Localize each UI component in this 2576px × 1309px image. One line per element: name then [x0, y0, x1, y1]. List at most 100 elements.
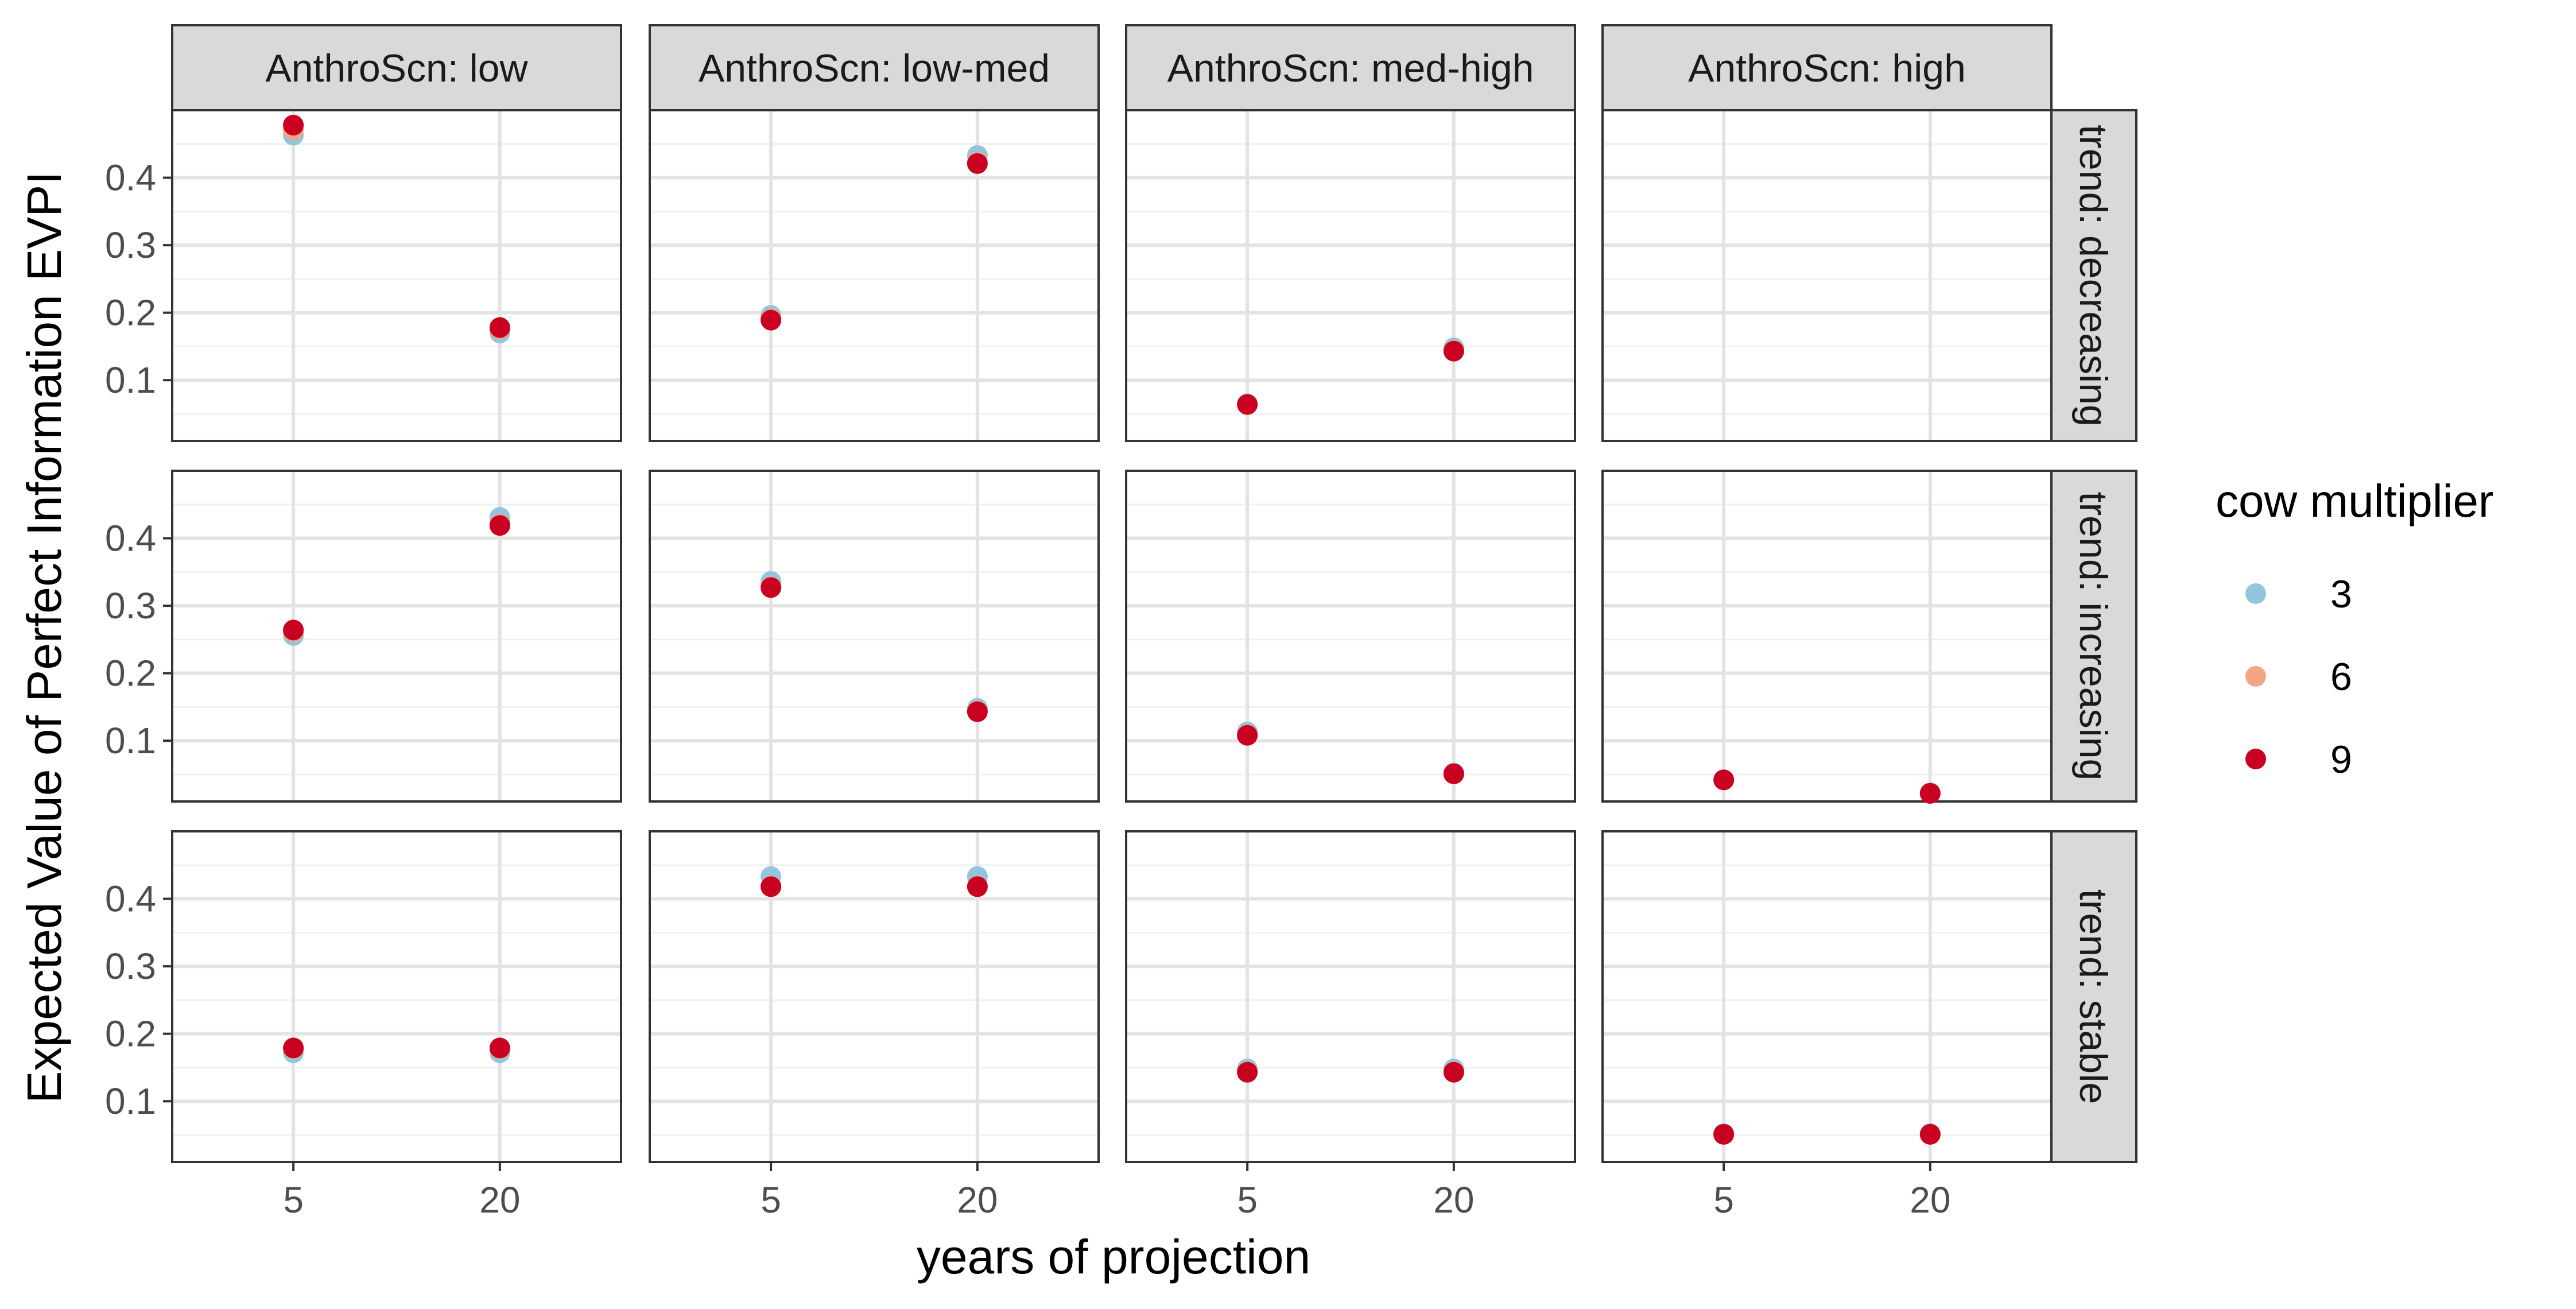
data-point — [1713, 769, 1735, 791]
data-point — [1713, 1124, 1735, 1145]
legend: cow multiplier 3 6 9 — [2216, 475, 2494, 781]
row-strip — [2050, 830, 2137, 1163]
data-point — [761, 577, 782, 598]
data-point — [967, 153, 988, 174]
panel-1-1 — [649, 470, 1100, 803]
data-point — [1919, 1124, 1941, 1145]
column-strip — [171, 24, 622, 111]
y-tick-label: 0.4 — [105, 518, 156, 559]
y-tick-label: 0.1 — [105, 720, 156, 761]
data-point — [1443, 763, 1464, 784]
panel-border — [1125, 830, 1576, 1163]
data-point — [967, 701, 988, 722]
panel-0-3 — [1601, 109, 2053, 442]
legend-title: cow multiplier — [2216, 475, 2494, 526]
data-point — [1237, 394, 1258, 415]
data-point — [283, 114, 304, 135]
panel-background — [650, 471, 1099, 801]
row-strip-label: trend: decreasing — [2071, 125, 2115, 426]
x-tick-label: 5 — [761, 1179, 781, 1221]
data-point — [761, 876, 782, 897]
panel-background — [172, 831, 621, 1162]
panel-border — [649, 830, 1100, 1163]
row-strip — [2050, 470, 2137, 803]
panel-2-0 — [171, 830, 622, 1163]
row-strip — [2050, 109, 2137, 442]
data-point — [1237, 1062, 1258, 1083]
column-strip — [1125, 24, 1576, 111]
panel-0-0 — [171, 109, 622, 442]
y-tick-label: 0.2 — [105, 1013, 156, 1055]
x-tick-label: 20 — [479, 1179, 520, 1221]
row-strip-label: trend: stable — [2071, 889, 2115, 1104]
panel-background — [1126, 110, 1575, 441]
legend-label: 9 — [2330, 738, 2352, 781]
legend-label: 6 — [2330, 655, 2352, 699]
legend-key — [2245, 583, 2266, 604]
row-strip-label: trend: increasing — [2071, 492, 2115, 781]
panel-2-1 — [649, 830, 1100, 1163]
column-strip — [649, 24, 1100, 111]
legend-key — [2245, 666, 2266, 687]
x-axes: 5 20 5 20 5 20 5 20 — [283, 1162, 1950, 1221]
column-strip-label: AnthroScn: low-med — [699, 47, 1050, 90]
panel-background — [1126, 831, 1575, 1162]
data-point — [283, 1037, 304, 1059]
panel-0-2 — [1125, 109, 1576, 442]
data-point — [489, 1037, 510, 1059]
panel-1-2 — [1125, 470, 1576, 803]
panel-background — [1603, 471, 2051, 801]
x-tick-label: 20 — [1433, 1179, 1474, 1221]
y-tick-label: 0.2 — [105, 292, 156, 334]
legend-label: 3 — [2330, 572, 2352, 616]
y-tick-label: 0.3 — [105, 585, 156, 626]
panel-1-0 — [171, 470, 622, 803]
panel-border — [1125, 470, 1576, 803]
row-strips: trend: decreasing trend: increasing trend:… — [2050, 109, 2137, 1163]
data-point — [967, 876, 988, 897]
y-tick-label: 0.4 — [105, 157, 156, 199]
data-point — [489, 317, 510, 338]
data-point — [761, 309, 782, 331]
column-strip — [1601, 24, 2053, 111]
data-point — [489, 515, 510, 536]
column-strip-label: AnthroScn: low — [265, 47, 528, 90]
panel-border — [171, 830, 622, 1163]
y-tick-label: 0.2 — [105, 653, 156, 694]
data-point — [1443, 340, 1464, 362]
x-axis-title: years of projection — [917, 1230, 1310, 1284]
x-tick-label: 20 — [957, 1179, 998, 1221]
x-tick-label: 5 — [1237, 1179, 1258, 1221]
y-axes: 0.1 0.2 0.3 0.4 0.1 0.2 0.3 0.4 0.1 0.2 0.3 0.4 — [105, 157, 172, 1122]
series-9 — [283, 114, 1941, 1145]
data-point — [1237, 725, 1258, 746]
x-tick-label: 20 — [1910, 1179, 1950, 1221]
data-point — [1919, 783, 1941, 804]
panel-2-3 — [1601, 830, 2053, 1163]
y-axis-title: Expected Value of Perfect Information EV… — [17, 171, 71, 1103]
data-point — [1443, 1062, 1464, 1083]
panel-border — [171, 470, 622, 803]
y-tick-label: 0.1 — [105, 1080, 156, 1122]
x-tick-label: 5 — [1713, 1179, 1734, 1221]
panel-background — [1603, 110, 2051, 441]
panel-1-3 — [1601, 470, 2053, 803]
column-strip-label: AnthroScn: high — [1688, 47, 1966, 90]
panel-background — [1603, 831, 2051, 1162]
facet-panels — [171, 109, 2053, 1163]
panel-background — [1126, 471, 1575, 801]
column-strips: AnthroScn: low AnthroScn: low-med AnthroSc… — [171, 24, 2053, 111]
data-point — [283, 619, 304, 641]
y-tick-label: 0.3 — [105, 224, 156, 266]
y-tick-label: 0.4 — [105, 878, 156, 920]
panel-background — [172, 110, 621, 441]
y-tick-label: 0.1 — [105, 359, 156, 401]
y-tick-label: 0.3 — [105, 946, 156, 987]
x-tick-label: 5 — [283, 1179, 304, 1221]
panel-0-1 — [649, 109, 1100, 442]
panel-background — [650, 110, 1099, 441]
panel-border — [649, 470, 1100, 803]
panel-background — [650, 831, 1099, 1162]
legend-entries: 3 6 9 — [2245, 572, 2352, 781]
